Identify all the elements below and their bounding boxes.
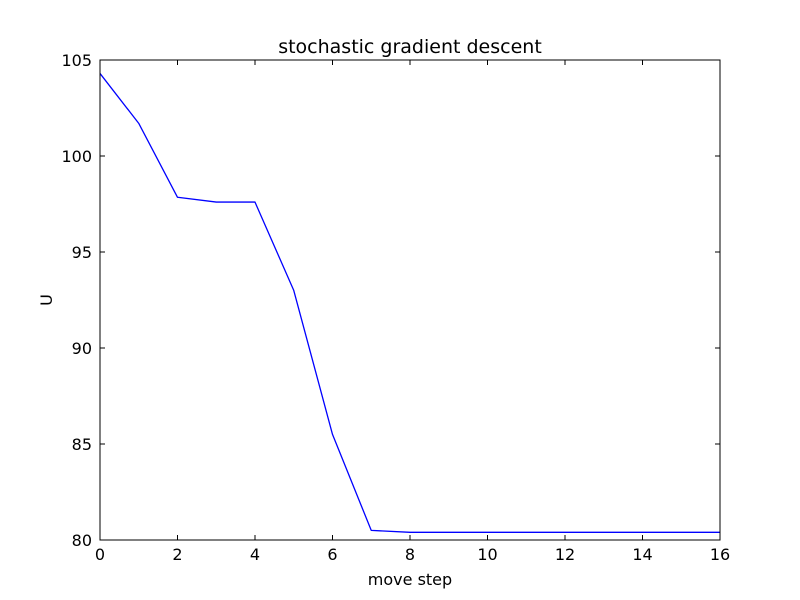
y-tick-label: 90	[72, 339, 92, 358]
x-tick-label: 6	[327, 545, 337, 564]
x-tick-label: 12	[555, 545, 575, 564]
series-layer	[99, 73, 720, 533]
y-tick-label: 85	[72, 435, 92, 454]
x-tick-label: 0	[95, 545, 105, 564]
x-tick-label: 10	[477, 545, 497, 564]
y-tick-label: 95	[72, 243, 92, 262]
tick-labels: 0 2 4 6 8 10 12 14 16 80 85 90 95 100 105	[61, 51, 730, 564]
x-tick-label: 2	[172, 545, 182, 564]
axis-ticks	[99, 59, 721, 541]
x-tick-label: 8	[405, 545, 415, 564]
y-tick-label: 80	[72, 531, 92, 550]
y-tick-label: 105	[61, 51, 92, 70]
x-tick-label: 14	[632, 545, 652, 564]
x-tick-label: 4	[250, 545, 260, 564]
y-axis-label: U	[37, 294, 56, 306]
x-axis-label: move step	[368, 570, 452, 589]
plot-frame	[99, 59, 721, 541]
series-line	[99, 73, 720, 533]
chart-title: stochastic gradient descent	[278, 36, 542, 58]
y-tick-label: 100	[61, 147, 92, 166]
x-tick-label: 16	[710, 545, 730, 564]
